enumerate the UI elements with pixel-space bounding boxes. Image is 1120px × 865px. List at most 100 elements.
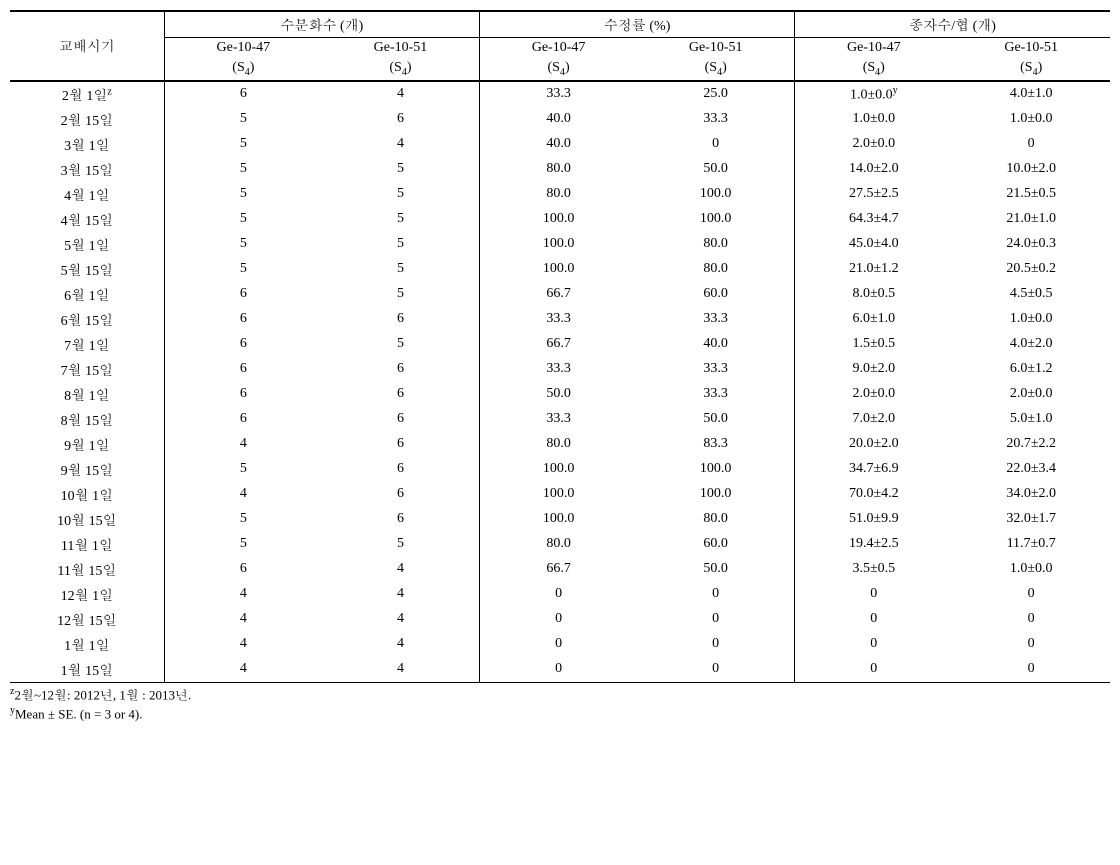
data-cell: 8.0±0.5	[795, 282, 953, 307]
data-cell: 4	[164, 432, 322, 457]
data-cell: 51.0±9.9	[795, 507, 953, 532]
data-cell: 33.3	[637, 382, 795, 407]
data-cell: 5	[322, 157, 480, 182]
table-row: 4월 1일5580.0100.027.5±2.521.5±0.5	[10, 182, 1110, 207]
data-cell: 1.0±0.0	[952, 307, 1110, 332]
table-row: 12월 1일440000	[10, 582, 1110, 607]
data-cell: 4.0±2.0	[952, 332, 1110, 357]
table-row: 11월 15일6466.750.03.5±0.51.0±0.0	[10, 557, 1110, 582]
row-label: 1월 15일	[10, 657, 164, 683]
row-label: 7월 15일	[10, 357, 164, 382]
table-row: 1월 15일440000	[10, 657, 1110, 683]
data-cell: 100.0	[480, 207, 638, 232]
data-cell: 4	[322, 632, 480, 657]
data-cell: 5	[322, 282, 480, 307]
data-cell: 6	[322, 457, 480, 482]
data-cell: 6	[164, 357, 322, 382]
data-cell: 21.0±1.0	[952, 207, 1110, 232]
data-cell: 6	[164, 557, 322, 582]
data-cell: 6	[322, 482, 480, 507]
data-cell: 33.3	[480, 407, 638, 432]
data-cell: 10.0±2.0	[952, 157, 1110, 182]
data-cell: 80.0	[480, 432, 638, 457]
data-cell: 50.0	[637, 157, 795, 182]
data-cell: 5	[164, 107, 322, 132]
data-cell: 6	[164, 81, 322, 107]
data-cell: 4.0±1.0	[952, 81, 1110, 107]
data-cell: 20.0±2.0	[795, 432, 953, 457]
data-cell: 80.0	[480, 532, 638, 557]
data-cell: 2.0±0.0	[952, 382, 1110, 407]
table-row: 5월 1일55100.080.045.0±4.024.0±0.3	[10, 232, 1110, 257]
subheader-1-2: Ge-10-51	[322, 38, 480, 59]
data-cell: 5	[322, 257, 480, 282]
data-cell: 4	[322, 81, 480, 107]
subheader-2-1: Ge-10-47	[480, 38, 638, 59]
row-label: 8월 15일	[10, 407, 164, 432]
data-cell: 0	[480, 582, 638, 607]
subheader-3-2: Ge-10-51	[952, 38, 1110, 59]
row-label: 4월 1일	[10, 182, 164, 207]
footnote-y: yMean ± SE. (n = 3 or 4).	[10, 704, 1110, 724]
data-cell: 0	[480, 607, 638, 632]
data-cell: 5	[322, 207, 480, 232]
data-cell: 22.0±3.4	[952, 457, 1110, 482]
data-table: 교배시기 수분화수 (개) 수정률 (%) 종자수/협 (개) Ge-10-47…	[10, 10, 1110, 683]
data-cell: 0	[795, 607, 953, 632]
row-label: 12월 1일	[10, 582, 164, 607]
data-cell: 5	[164, 207, 322, 232]
row-label: 3월 1일	[10, 132, 164, 157]
data-cell: 6.0±1.0	[795, 307, 953, 332]
subheader-s-3-1: (S4)	[795, 58, 953, 81]
data-cell: 33.3	[637, 107, 795, 132]
data-cell: 6	[164, 282, 322, 307]
table-row: 1월 1일440000	[10, 632, 1110, 657]
data-cell: 25.0	[637, 81, 795, 107]
data-cell: 0	[795, 582, 953, 607]
data-cell: 4	[322, 557, 480, 582]
data-cell: 80.0	[637, 507, 795, 532]
data-cell: 4	[164, 482, 322, 507]
data-cell: 0	[637, 607, 795, 632]
data-cell: 60.0	[637, 282, 795, 307]
data-cell: 33.3	[480, 307, 638, 332]
data-cell: 6	[322, 107, 480, 132]
data-cell: 4	[322, 582, 480, 607]
data-cell: 4	[164, 607, 322, 632]
data-cell: 19.4±2.5	[795, 532, 953, 557]
table-row: 10월 15일56100.080.051.0±9.932.0±1.7	[10, 507, 1110, 532]
data-cell: 4	[322, 132, 480, 157]
data-cell: 5	[164, 532, 322, 557]
data-cell: 83.3	[637, 432, 795, 457]
data-cell: 4	[322, 607, 480, 632]
data-cell: 6	[164, 332, 322, 357]
table-row: 6월 1일6566.760.08.0±0.54.5±0.5	[10, 282, 1110, 307]
row-label: 1월 1일	[10, 632, 164, 657]
data-cell: 6.0±1.2	[952, 357, 1110, 382]
data-cell: 5	[322, 532, 480, 557]
data-cell: 1.0±0.0	[952, 557, 1110, 582]
data-cell: 6	[322, 432, 480, 457]
table-row: 6월 15일6633.333.36.0±1.01.0±0.0	[10, 307, 1110, 332]
data-cell: 5	[164, 182, 322, 207]
data-cell: 4	[322, 657, 480, 683]
row-label: 6월 1일	[10, 282, 164, 307]
table-row: 2월 15일5640.033.31.0±0.01.0±0.0	[10, 107, 1110, 132]
data-cell: 100.0	[480, 257, 638, 282]
data-cell: 6	[322, 357, 480, 382]
data-cell: 0	[795, 632, 953, 657]
data-cell: 3.5±0.5	[795, 557, 953, 582]
data-cell: 50.0	[480, 382, 638, 407]
table-row: 8월 15일6633.350.07.0±2.05.0±1.0	[10, 407, 1110, 432]
data-cell: 1.0±0.0	[795, 107, 953, 132]
data-cell: 34.0±2.0	[952, 482, 1110, 507]
data-cell: 11.7±0.7	[952, 532, 1110, 557]
data-cell: 20.7±2.2	[952, 432, 1110, 457]
row-label: 10월 15일	[10, 507, 164, 532]
row-label: 3월 15일	[10, 157, 164, 182]
row-label: 6월 15일	[10, 307, 164, 332]
data-cell: 33.3	[637, 357, 795, 382]
subheader-1-1: Ge-10-47	[164, 38, 322, 59]
subheader-s-2-1: (S4)	[480, 58, 638, 81]
row-label-header: 교배시기	[10, 11, 164, 81]
